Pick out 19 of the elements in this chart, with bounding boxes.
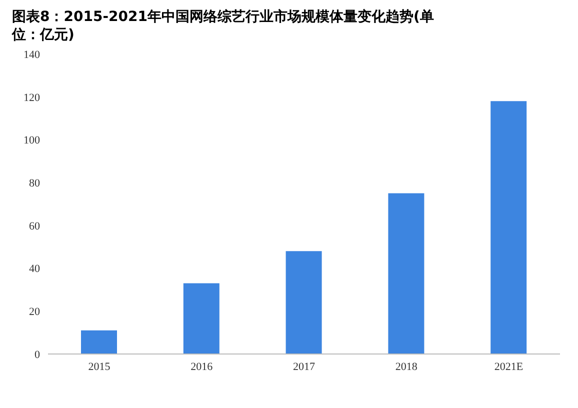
- y-tick-label: 40: [29, 263, 40, 276]
- y-tick-label: 80: [29, 177, 40, 190]
- bar: [81, 330, 117, 354]
- x-tick-label: 2017: [293, 360, 316, 373]
- bar: [183, 283, 220, 354]
- x-tick-label: 2018: [395, 360, 418, 373]
- bar: [388, 193, 424, 354]
- y-tick-label: 20: [29, 306, 40, 318]
- x-tick-label: 2016: [190, 360, 214, 373]
- y-tick-label: 60: [29, 220, 40, 232]
- y-tick-label: 0: [34, 348, 40, 361]
- x-tick-label: 2015: [88, 360, 111, 373]
- y-tick-label: 120: [24, 92, 40, 104]
- bar: [490, 101, 527, 354]
- bar: [286, 251, 322, 354]
- y-tick-label: 140: [24, 48, 40, 61]
- y-tick-label: 100: [24, 134, 40, 147]
- chart-title: 图表8：2015-2021年中国网络综艺行业市场规模体量变化趋势(单位：亿元): [12, 8, 435, 44]
- x-tick-label: 2021E: [494, 360, 524, 373]
